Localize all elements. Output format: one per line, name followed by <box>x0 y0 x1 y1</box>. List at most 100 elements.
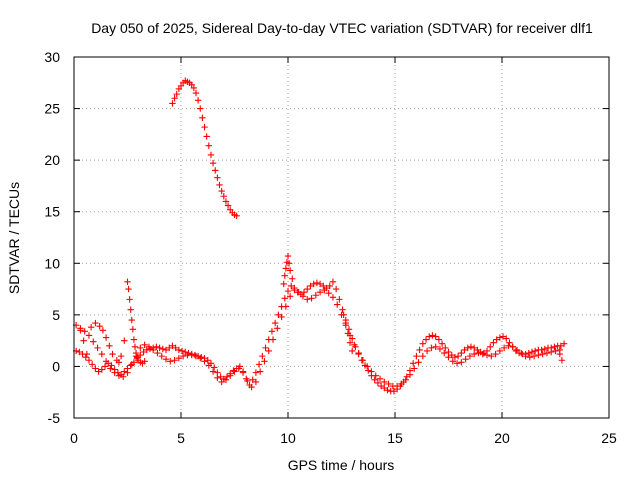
data-point <box>87 324 95 331</box>
data-point <box>409 360 417 367</box>
data-point <box>169 342 176 349</box>
data-point <box>218 378 225 386</box>
data-point <box>80 337 87 344</box>
data-point <box>377 382 385 390</box>
data-point <box>299 293 307 300</box>
data-point <box>81 328 88 335</box>
data-point <box>230 367 237 374</box>
data-point <box>220 193 227 200</box>
data-point <box>173 90 180 98</box>
data-point <box>321 286 328 294</box>
data-point <box>371 376 378 384</box>
data-point <box>368 368 375 375</box>
data-point <box>282 303 290 310</box>
y-tick-label: 10 <box>44 255 60 271</box>
data-point <box>310 280 317 288</box>
data-point <box>451 353 459 361</box>
data-point <box>313 279 321 287</box>
data-point <box>102 334 110 341</box>
data-point <box>458 349 465 357</box>
data-point <box>316 280 324 288</box>
data-point <box>227 372 234 379</box>
data-point <box>308 295 315 302</box>
data-point <box>167 358 174 365</box>
data-point <box>398 380 405 388</box>
data-point <box>403 373 410 380</box>
data-point <box>365 367 372 374</box>
data-point <box>194 97 202 104</box>
x-tick-label: 15 <box>387 430 403 446</box>
data-point <box>326 282 333 290</box>
data-point <box>90 338 97 345</box>
data-point <box>92 319 99 327</box>
data-point <box>175 354 183 362</box>
data-point <box>205 362 213 369</box>
data-point <box>506 339 513 346</box>
data-point <box>390 387 398 395</box>
data-point <box>422 336 430 343</box>
data-point <box>262 344 269 352</box>
data-point <box>339 306 346 313</box>
data-point <box>325 289 332 297</box>
data-point <box>464 344 471 352</box>
data-point <box>275 311 282 319</box>
data-point <box>344 330 352 337</box>
data-point <box>282 265 290 272</box>
data-point <box>98 350 106 358</box>
data-point <box>558 357 566 364</box>
y-tick-label: 30 <box>44 49 60 65</box>
data-point <box>551 343 558 351</box>
data-point <box>329 294 337 301</box>
data-point <box>172 344 179 352</box>
data-point <box>493 336 500 343</box>
data-point <box>284 252 292 260</box>
data-point <box>169 100 176 107</box>
data-point <box>141 341 148 348</box>
data-point <box>340 311 347 319</box>
data-point <box>488 352 495 360</box>
data-point <box>153 343 160 351</box>
data-point <box>268 328 276 335</box>
data-point <box>249 376 256 384</box>
data-point <box>137 344 144 352</box>
data-point <box>480 349 488 357</box>
data-point <box>99 327 107 334</box>
data-point <box>543 349 551 357</box>
data-point <box>525 349 532 357</box>
data-point <box>304 296 311 303</box>
data-point <box>98 366 106 373</box>
data-point <box>128 361 135 368</box>
data-point <box>130 336 138 343</box>
data-point <box>496 347 504 355</box>
data-point <box>128 316 135 324</box>
data-point <box>505 342 512 349</box>
data-point <box>539 350 546 358</box>
data-point <box>255 361 263 368</box>
data-point <box>342 319 349 327</box>
data-point <box>426 333 433 340</box>
data-point <box>474 346 481 354</box>
data-point <box>552 347 559 355</box>
data-point <box>145 343 153 351</box>
data-point <box>235 365 242 372</box>
data-point <box>125 285 132 293</box>
data-point <box>432 343 439 351</box>
data-point <box>470 350 478 358</box>
data-point <box>222 376 230 384</box>
data-point <box>178 347 186 355</box>
x-tick-label: 0 <box>70 430 78 446</box>
data-point <box>127 362 134 369</box>
data-point <box>111 369 118 376</box>
data-point <box>419 352 427 360</box>
data-point <box>320 282 327 290</box>
data-point <box>513 346 521 354</box>
data-point <box>102 358 110 365</box>
data-point <box>453 360 461 367</box>
data-point <box>503 335 510 342</box>
data-point <box>462 356 469 363</box>
data-point <box>441 349 448 357</box>
data-point <box>217 373 224 380</box>
data-point <box>289 275 296 282</box>
data-point <box>499 333 507 340</box>
data-point <box>120 373 127 380</box>
